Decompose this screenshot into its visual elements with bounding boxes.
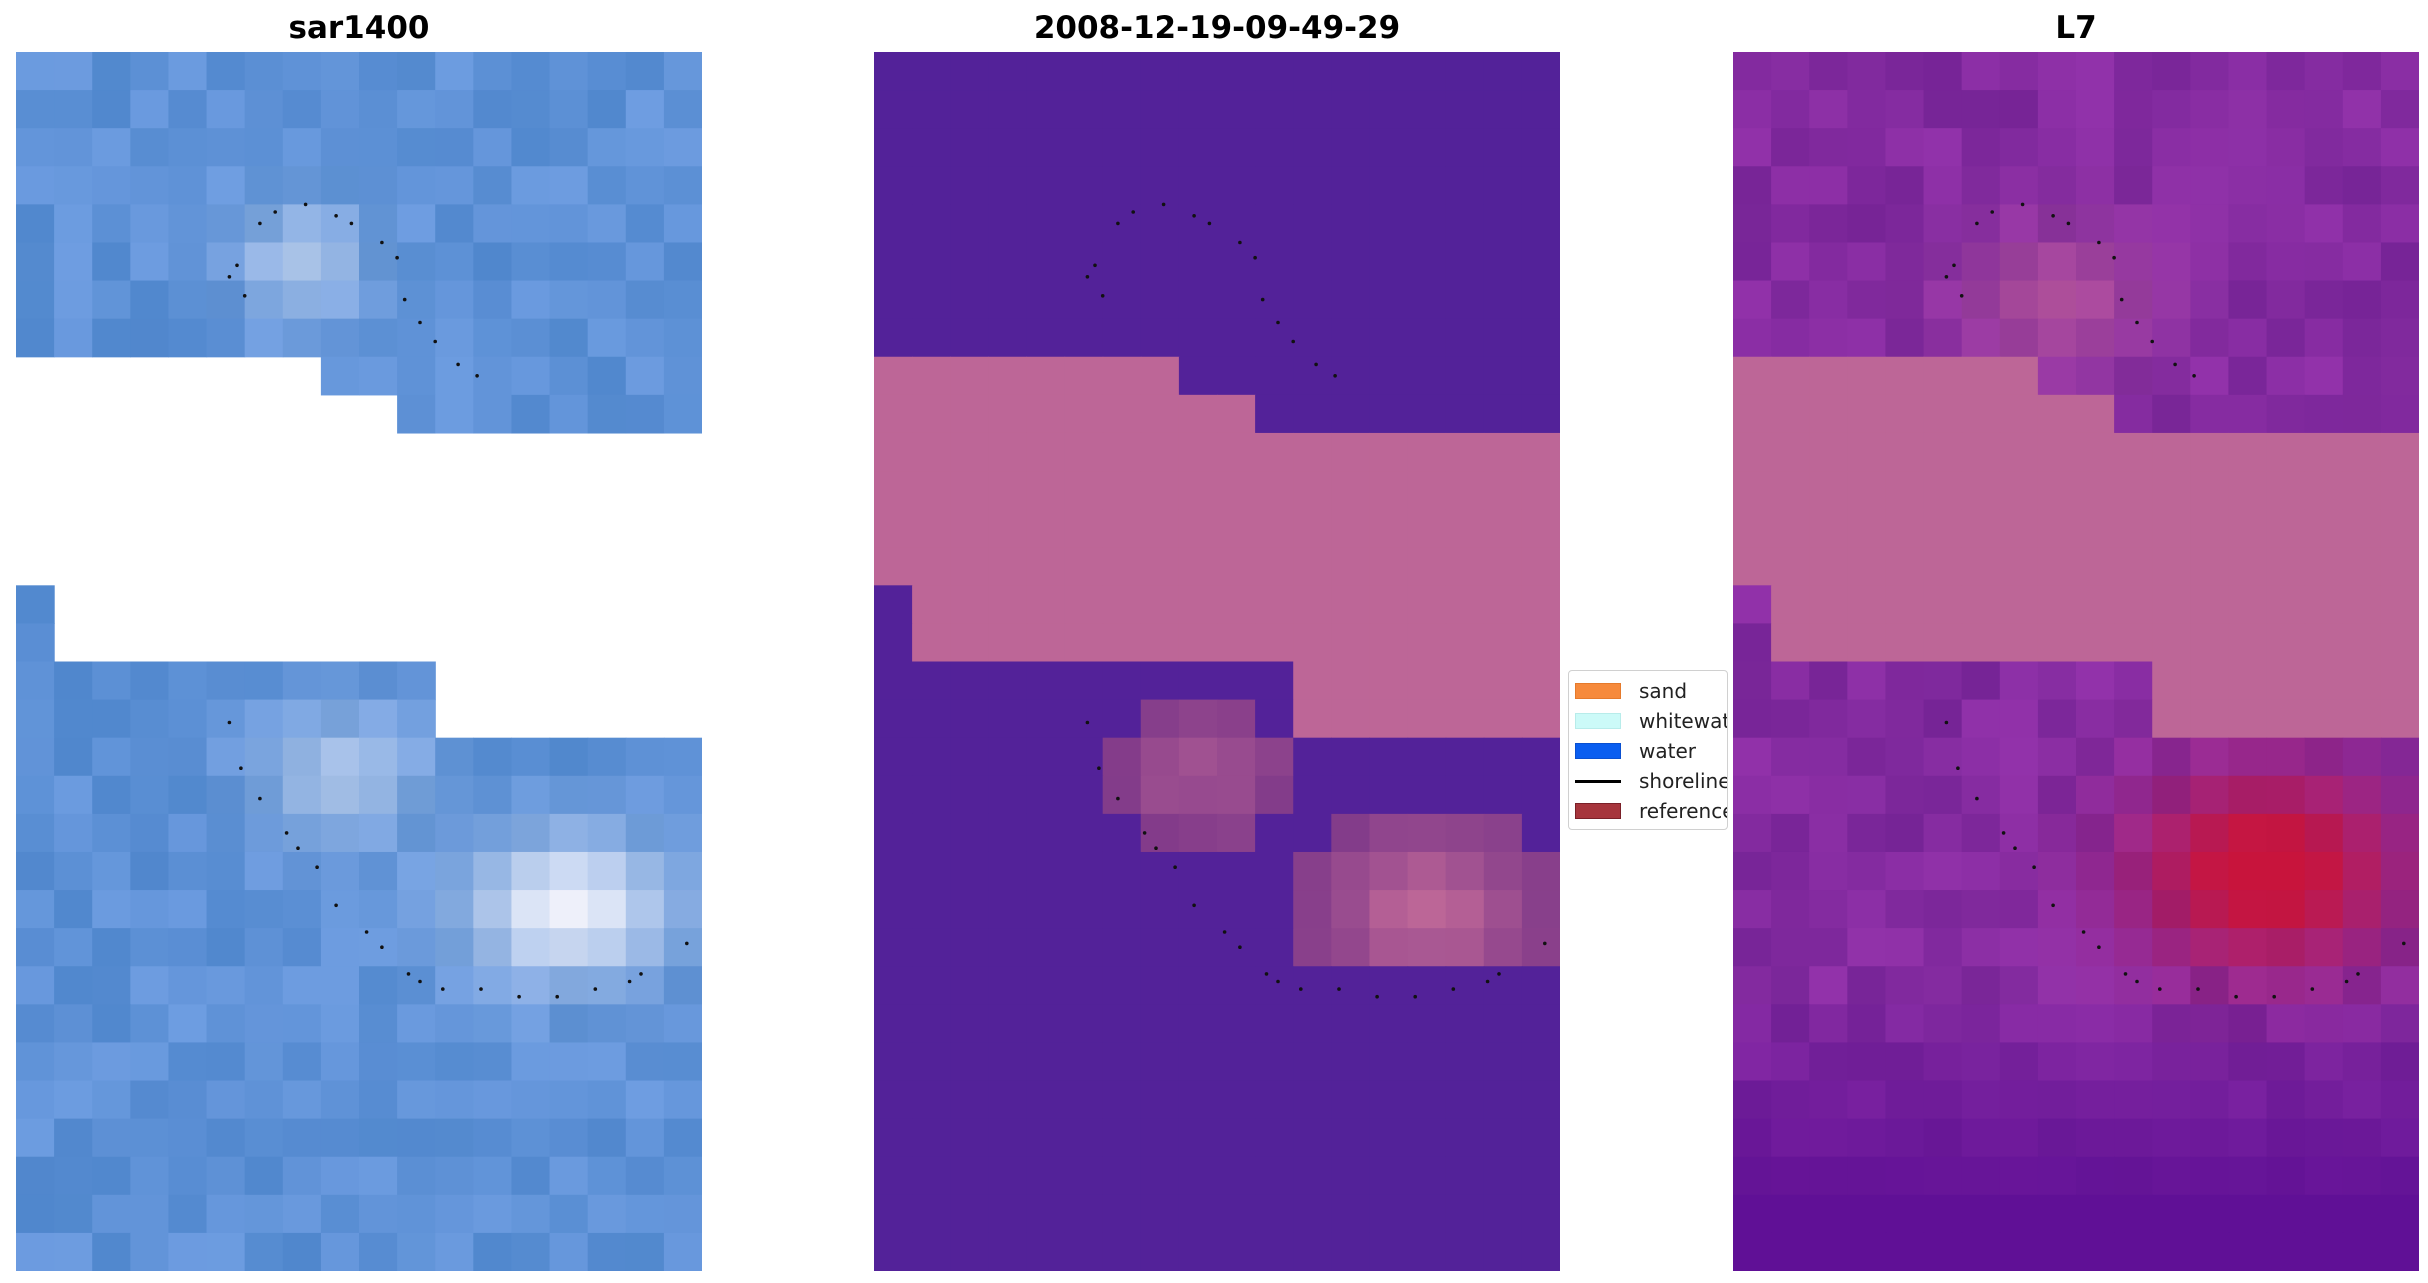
panel-title-l7: L7	[2055, 10, 2097, 46]
reference-swatch-icon	[1575, 803, 1621, 819]
whitewater-swatch-icon	[1575, 713, 1621, 729]
l7-image	[1733, 52, 2419, 1271]
legend-label: whitewater	[1639, 709, 1727, 733]
legend-item-reference: reference	[1575, 796, 1728, 826]
legend-item-sand: sand	[1575, 676, 1727, 706]
legend-item-shoreline: shoreline	[1575, 766, 1728, 796]
legend-label: water	[1639, 739, 1696, 763]
legend-item-water: water	[1575, 736, 1727, 766]
legend-label: shoreline	[1639, 769, 1728, 793]
legend-label: reference	[1639, 799, 1728, 823]
legend: sand whitewater water shoreline referenc…	[1568, 670, 1728, 830]
shoreline-line-icon	[1575, 779, 1621, 783]
sar-image	[16, 52, 702, 1271]
panel-title-sar: sar1400	[288, 10, 430, 46]
panel-title-classification: 2008-12-19-09-49-29	[1033, 10, 1401, 46]
sand-swatch-icon	[1575, 683, 1621, 699]
legend-item-whitewater: whitewater	[1575, 706, 1727, 736]
water-swatch-icon	[1575, 743, 1621, 759]
legend-label: sand	[1639, 679, 1688, 703]
classification-image	[874, 52, 1560, 1271]
